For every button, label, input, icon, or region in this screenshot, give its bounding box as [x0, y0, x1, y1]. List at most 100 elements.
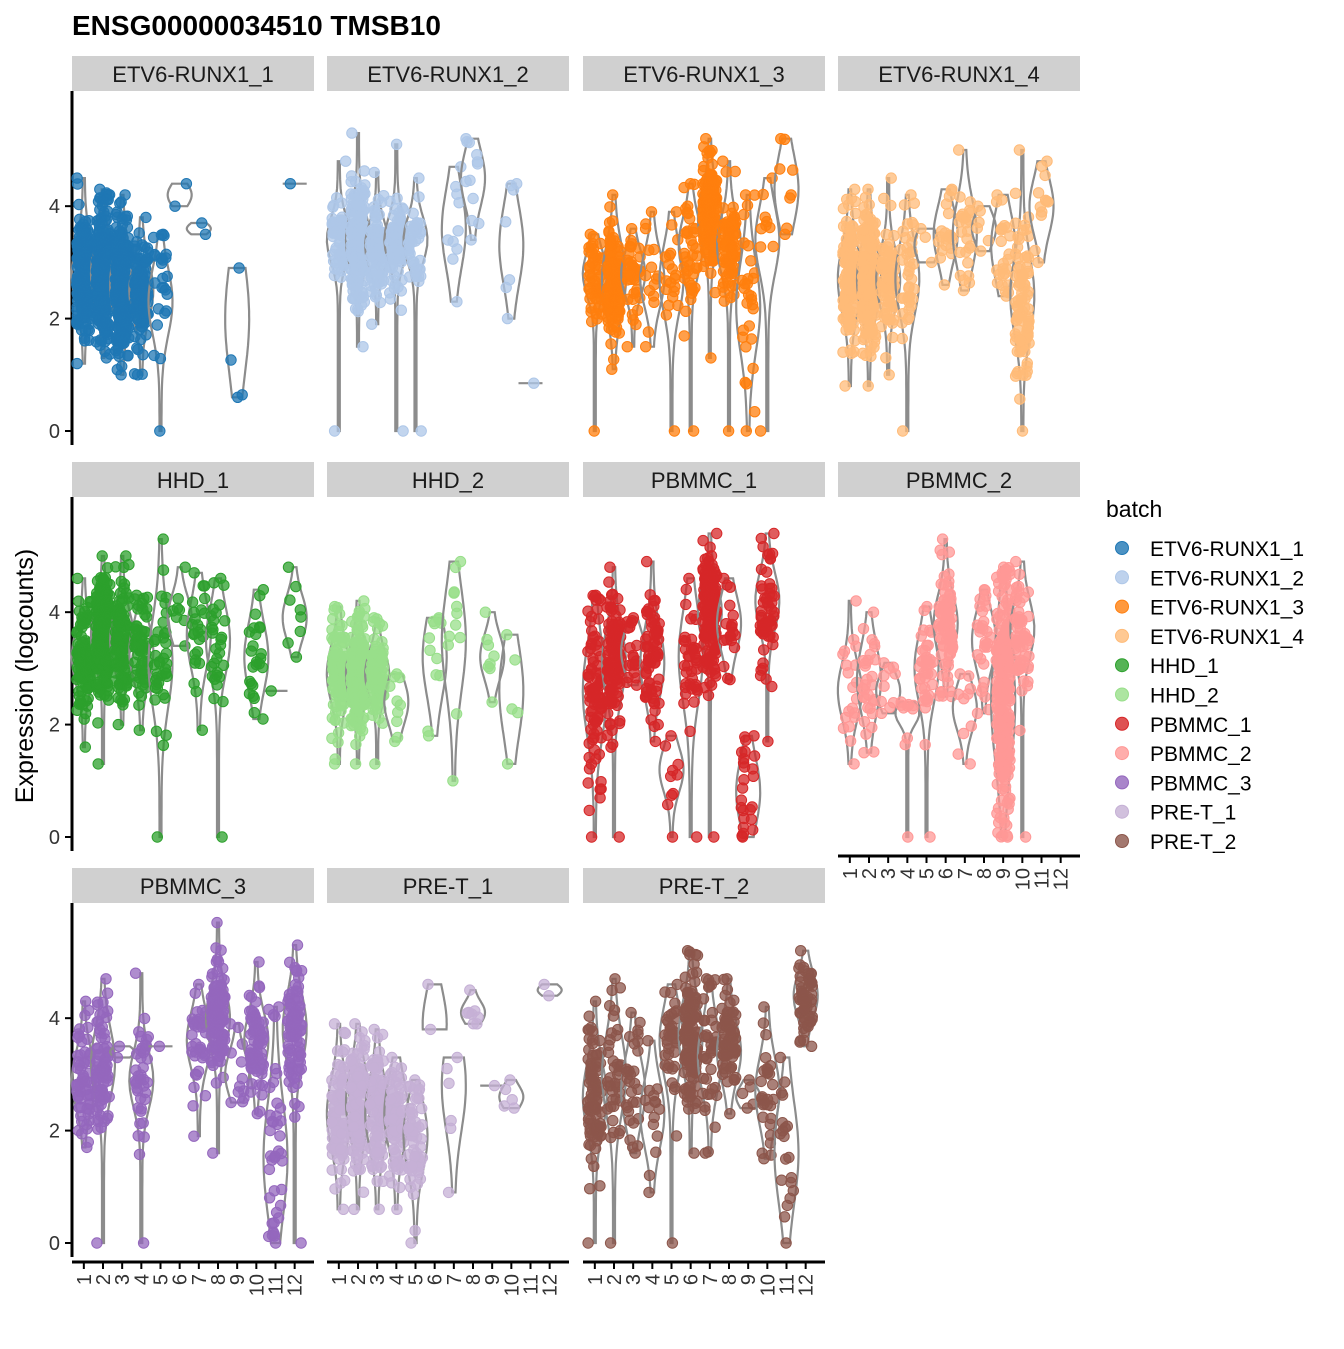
- data-point: [378, 662, 388, 672]
- data-point: [718, 203, 728, 213]
- data-point: [980, 640, 990, 650]
- data-point: [838, 203, 848, 213]
- facet-strip-label: HHD_1: [157, 468, 229, 493]
- data-point: [156, 258, 166, 268]
- data-point: [586, 832, 596, 842]
- data-point: [916, 631, 926, 641]
- cluster-group-9: [736, 731, 760, 843]
- facet-strip-label: ETV6-RUNX1_3: [623, 62, 784, 87]
- data-point: [859, 748, 869, 758]
- data-point: [408, 208, 418, 218]
- data-point: [187, 597, 197, 607]
- data-point: [953, 689, 963, 699]
- data-point: [683, 201, 693, 211]
- data-point: [768, 632, 778, 642]
- data-point: [132, 621, 142, 631]
- facet-panel-etv6-runx1_2: ETV6-RUNX1_2: [327, 56, 569, 436]
- data-point: [863, 690, 873, 700]
- data-point: [627, 310, 637, 320]
- data-point: [622, 342, 632, 352]
- data-point: [681, 636, 691, 646]
- data-point: [647, 686, 657, 696]
- data-point: [643, 327, 653, 337]
- data-point: [390, 280, 400, 290]
- data-point: [395, 672, 405, 682]
- data-point: [113, 335, 123, 345]
- data-point: [881, 353, 891, 363]
- data-point: [745, 805, 755, 815]
- data-point: [609, 354, 619, 364]
- data-point: [849, 635, 859, 645]
- data-point: [648, 291, 658, 301]
- data-point: [91, 311, 101, 321]
- facet-strip-label: ETV6-RUNX1_1: [112, 62, 273, 87]
- data-point: [244, 689, 254, 699]
- data-point: [346, 720, 356, 730]
- data-point: [461, 176, 471, 186]
- data-point: [727, 619, 737, 629]
- data-point: [622, 255, 632, 265]
- data-point: [963, 258, 973, 268]
- cluster-group-11: [775, 134, 799, 240]
- data-point: [888, 332, 898, 342]
- data-point: [838, 295, 848, 305]
- data-point: [590, 293, 600, 303]
- data-point: [903, 832, 913, 842]
- data-point: [291, 581, 301, 591]
- data-point: [719, 661, 729, 671]
- data-point: [358, 342, 368, 352]
- cluster-group-8: [206, 573, 230, 842]
- data-point: [124, 559, 134, 569]
- data-point: [603, 639, 613, 649]
- data-point: [743, 241, 753, 251]
- data-point: [584, 805, 594, 815]
- legend-title: batch: [1106, 496, 1162, 522]
- data-point: [666, 731, 676, 741]
- data-point: [943, 661, 953, 671]
- data-point: [935, 253, 945, 263]
- violin: [775, 139, 799, 235]
- data-point: [1015, 335, 1025, 345]
- data-point: [942, 596, 952, 606]
- data-point: [113, 719, 123, 729]
- data-point: [876, 696, 886, 706]
- data-point: [680, 252, 690, 262]
- data-point: [756, 564, 766, 574]
- data-point: [444, 631, 454, 641]
- data-point: [845, 736, 855, 746]
- cluster-group-5: [660, 731, 684, 843]
- data-point: [132, 312, 142, 322]
- data-point: [483, 661, 493, 671]
- data-point: [120, 211, 130, 221]
- data-point: [91, 613, 101, 623]
- data-point: [149, 350, 159, 360]
- data-point: [1015, 394, 1025, 404]
- data-point: [685, 726, 695, 736]
- data-point: [150, 278, 160, 288]
- data-point: [748, 825, 758, 835]
- data-point: [255, 591, 265, 601]
- data-point: [965, 759, 975, 769]
- data-point: [925, 832, 935, 842]
- data-point: [114, 619, 124, 629]
- data-point: [414, 192, 424, 202]
- data-point: [586, 759, 596, 769]
- data-point: [451, 709, 461, 719]
- data-point: [153, 678, 163, 688]
- data-point: [207, 671, 217, 681]
- data-point: [782, 223, 792, 233]
- data-point: [641, 669, 651, 679]
- data-point: [1035, 202, 1045, 212]
- data-point: [375, 297, 385, 307]
- data-point: [688, 426, 698, 436]
- data-point: [216, 632, 226, 642]
- data-point: [139, 258, 149, 268]
- data-point: [641, 342, 651, 352]
- data-point: [649, 596, 659, 606]
- data-point: [742, 279, 752, 289]
- data-point: [679, 273, 689, 283]
- data-point: [162, 271, 172, 281]
- data-point: [747, 764, 757, 774]
- cluster-group-7: [698, 528, 722, 842]
- facet-strip-label: PBMMC_2: [906, 468, 1012, 493]
